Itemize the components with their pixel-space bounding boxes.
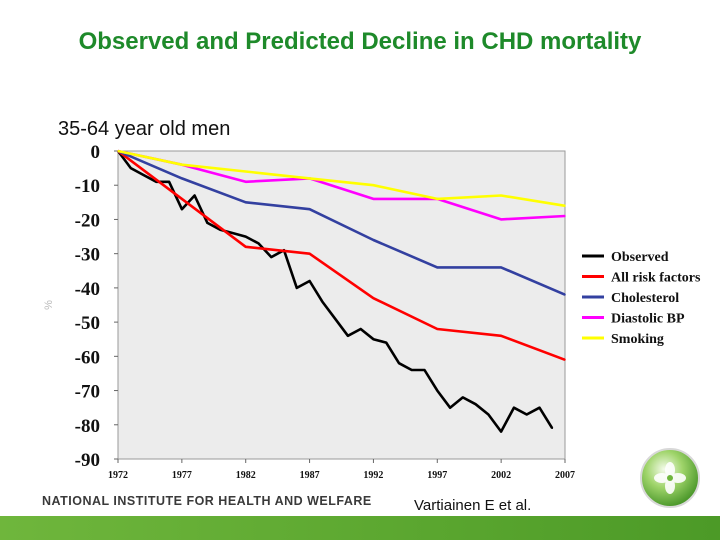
data-point-all-risk-factors [244,246,247,248]
data-point-observed [385,341,388,344]
data-point-cholesterol [181,177,183,180]
data-point-observed [398,362,400,364]
globe-icon [640,448,700,508]
data-point-observed [513,406,515,409]
data-point-smoking [308,177,311,180]
data-point-observed [193,194,196,197]
y-tick-label: -90 [75,450,100,471]
y-tick-label: -10 [75,176,100,197]
data-point-smoking [372,184,375,187]
legend-label-diastolic-bp: Diastolic BP [611,312,685,327]
data-point-observed [500,430,502,433]
data-point-observed [423,369,426,371]
data-point-smoking [117,150,119,152]
data-point-smoking [500,194,502,197]
x-tick-label: 2007 [555,470,575,481]
data-point-all-risk-factors [436,328,439,330]
data-point-observed [168,181,170,183]
data-point-diastolic-bp [564,215,566,217]
data-point-all-risk-factors [564,358,566,361]
slide-title: Observed and Predicted Decline in CHD mo… [78,28,642,55]
y-tick-label: -70 [75,382,100,403]
y-axis-label: % [43,300,55,310]
data-point-observed [525,413,528,416]
data-point-smoking [244,170,247,173]
series-line-smoking [117,149,566,208]
data-point-observed [462,396,464,399]
x-tick-label: 1972 [108,470,128,481]
x-tick-label: 1982 [236,470,256,481]
data-point-observed [474,403,477,406]
line-chart: 0 -10 -20 -30 -40 -50 -60 -70 -80 -90 1972 1977 1982… [43,142,720,481]
legend-label-observed: Observed [611,250,669,265]
y-tick-label: -80 [75,416,100,437]
y-tick-label: -20 [75,210,100,231]
data-point-cholesterol [244,201,247,204]
data-point-observed [449,406,451,409]
data-point-cholesterol [500,266,502,269]
data-point-all-risk-factors [500,335,502,337]
x-tick-label: 1992 [363,470,383,481]
footer-band [0,516,720,540]
legend-label-all-risk-factors: All risk factors [611,271,701,286]
data-point-observed [334,317,336,320]
data-point-observed [487,413,490,416]
data-point-cholesterol [308,208,311,210]
legend-label-smoking: Smoking [611,332,664,347]
data-point-observed [410,369,413,371]
data-point-smoking [564,204,566,207]
data-point-smoking [181,163,183,166]
data-point-diastolic-bp [372,198,375,200]
data-point-cholesterol [372,239,375,241]
y-tick-label: -60 [75,347,100,368]
y-tick-label: -30 [75,245,100,266]
data-point-all-risk-factors [181,198,183,200]
data-point-observed [296,287,298,289]
data-point-diastolic-bp [500,218,502,221]
data-point-observed [321,300,324,303]
series-line-diastolic-bp [117,149,566,221]
x-tick-label: 1977 [172,470,192,481]
data-point-all-risk-factors [308,252,311,255]
data-point-observed [372,338,375,341]
plot-area [117,150,566,460]
data-point-observed [551,427,554,430]
data-point-observed [347,335,349,337]
y-tick-label: -40 [75,279,100,300]
data-point-observed [181,208,183,210]
data-point-all-risk-factors [372,297,375,299]
data-point-diastolic-bp [244,181,247,183]
data-point-observed [257,242,260,245]
x-tick-label: 1987 [300,470,320,481]
data-point-observed [308,280,311,282]
legend-label-cholesterol: Cholesterol [611,291,679,306]
data-point-observed [142,174,145,176]
data-point-observed [359,328,362,330]
y-tick-label: 0 [91,142,101,163]
institution-name: NATIONAL INSTITUTE FOR HEALTH AND WELFAR… [42,494,372,508]
x-tick-label: 2002 [491,470,511,481]
x-tick-label: 1997 [427,470,447,481]
y-tick-label: -50 [75,313,100,334]
series-line-all-risk-factors [117,149,566,362]
data-point-observed [538,406,541,409]
data-point-cholesterol [436,266,439,269]
data-point-observed [436,389,439,392]
data-point-observed [206,222,209,224]
data-point-observed [270,256,273,258]
citation: Vartiainen E et al. [414,497,532,514]
data-point-smoking [436,198,439,200]
legend-box [578,244,720,372]
data-point-cholesterol [564,293,566,296]
chart-subtitle: 35-64 year old men [58,118,231,140]
data-point-observed [244,235,247,238]
data-point-observed [232,232,234,234]
series-line-cholesterol [117,149,566,296]
data-point-observed [129,167,132,169]
